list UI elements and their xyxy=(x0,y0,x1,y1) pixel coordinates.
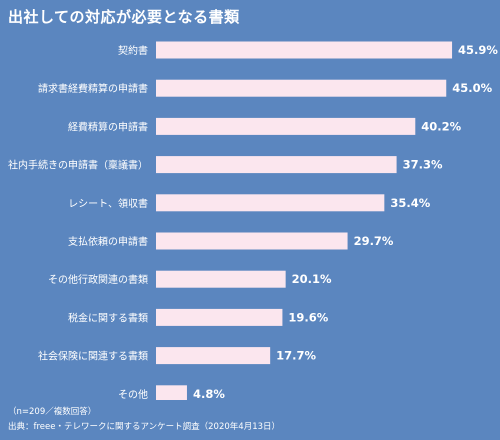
category-label: その他行政関連の書類 xyxy=(48,273,148,286)
bar xyxy=(156,347,271,365)
category-label: 税金に関する書類 xyxy=(68,311,148,324)
bar xyxy=(156,79,447,97)
category-label: 社内手続きの申請書（稟議書） xyxy=(8,159,148,172)
bar-chart: 契約書 45.9% 請求書経費精算の申請書 45.0% 経費精算の申請書 40.2% 社内手… xyxy=(8,41,498,400)
value-label: 20.1% xyxy=(292,272,332,286)
bar xyxy=(156,308,283,326)
value-label: 45.9% xyxy=(458,43,498,57)
sample-note: （n=209／複数回答） xyxy=(8,407,97,417)
bar xyxy=(156,232,348,250)
category-label: 社会保険に関連する書類 xyxy=(38,350,148,363)
bar xyxy=(156,194,385,212)
bar xyxy=(156,41,453,59)
value-label: 35.4% xyxy=(390,196,430,210)
bar xyxy=(156,156,397,174)
category-label: レシート、領収書 xyxy=(68,197,148,210)
value-label: 37.3% xyxy=(403,158,443,172)
category-label: 請求書経費精算の申請書 xyxy=(38,82,148,95)
bar xyxy=(156,385,187,400)
category-label: 経費精算の申請書 xyxy=(68,120,148,133)
value-label: 29.7% xyxy=(354,234,394,248)
source-note: 出典：freee・テレワークに関するアンケート調査（2020年4月13日） xyxy=(8,422,281,432)
category-label: 契約書 xyxy=(118,44,148,57)
bar xyxy=(156,270,286,288)
value-label: 40.2% xyxy=(421,119,461,133)
value-label: 17.7% xyxy=(276,349,316,363)
chart-title: 出社しての対応が必要となる書類 xyxy=(8,8,240,26)
bar xyxy=(156,117,416,135)
value-label: 45.0% xyxy=(452,81,492,95)
category-label: その他 xyxy=(118,388,148,400)
value-label: 4.8% xyxy=(193,387,225,400)
category-label: 支払依頼の申請書 xyxy=(68,235,148,248)
value-label: 19.6% xyxy=(288,310,328,324)
